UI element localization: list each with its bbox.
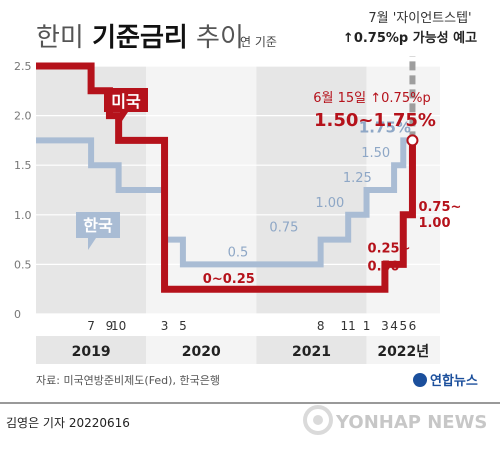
data-labels: 0.5 0.75 1.00 1.25 1.50 1.75% 0~0.25 0.25~ 0.50 0… [203,118,462,287]
legend-us-label: 미국 [111,92,141,111]
us-data-label: 1.00 [418,216,450,231]
x-tick-label: 3 [381,319,389,333]
watermark: YONHAP NEWS [303,405,487,435]
korea-data-label: 0.75 [269,221,298,236]
us-endpoint-marker [406,134,419,147]
year-strip-2020 [146,336,257,364]
source-note: 자료: 미국연방준비제도(Fed), 한국은행 [36,374,220,387]
x-tick-label: 4 [390,319,398,333]
x-tick-label: 3 [161,319,169,333]
korea-data-label: 1.50 [361,146,390,161]
forecast-note-line1: 7월 '자이언트스텝' [368,11,471,26]
x-tick-label: 10 [111,319,126,333]
y-tick-label: 1.5 [14,159,32,172]
year-strip-2019 [36,336,147,364]
x-tick-label: 6 [409,319,417,333]
us-data-label: 0.25~ [368,241,411,256]
us-data-label: 0.75~ [418,200,461,215]
year-label-2020: 2020 [182,344,221,360]
watermark-icon [303,405,333,435]
legend-korea-label: 한국 [83,216,113,235]
y-axis: 0 0.5 1.0 1.5 2.0 2.5 [14,60,440,321]
series-group [36,56,419,293]
reporter-credit: 김영은 기자 20220616 [6,416,130,430]
year-label-2022: 2022년 [377,344,429,360]
year-label-2021: 2021 [292,344,331,360]
y-tick-label: 1.0 [14,209,32,222]
x-tick-label: 9 [106,319,114,333]
chart-title: 한미 기준금리 추이 [36,23,244,53]
us-data-label: 0.50 [368,259,400,274]
x-tick-label: 1 [363,319,371,333]
us-callout-line2: 1.50~1.75% [314,110,436,131]
year-strip-2022 [366,336,440,364]
legend-us: 미국 [104,88,148,124]
agency-logo-icon [413,373,427,387]
x-tick-label: 8 [317,319,325,333]
korea-data-label: 1.75% [359,118,411,136]
unit-note: 연 기준 [240,35,277,49]
legend-korea: 한국 [76,212,120,250]
korea-data-label: 1.00 [315,196,344,211]
x-tick-label: 7 [87,319,95,333]
us-callout-line1: 6월 15일 ↑0.75%p [313,91,430,106]
us-rate-line [36,62,416,293]
us-data-label: 0~0.25 [203,272,255,287]
korea-data-label: 1.25 [343,171,372,186]
y-tick-label: 2.5 [14,60,32,73]
y-tick-label: 0.5 [14,258,32,271]
agency-logo: 연합뉴스 [413,373,478,389]
x-tick-label: 5 [399,319,407,333]
year-label-2019: 2019 [72,344,111,360]
y-tick-label: 0 [14,308,21,321]
x-tick-label: 5 [179,319,187,333]
korea-data-label: 0.5 [228,245,249,260]
korea-rate-line [36,137,413,268]
year-band-2021 [256,66,367,314]
agency-logo-text: 연합뉴스 [430,373,478,389]
y-tick-label: 2.0 [14,110,32,123]
watermark-text: YONHAP NEWS [335,412,487,433]
forecast-note-line2: ↑0.75%p 가능성 예고 [343,30,477,46]
year-strip-2021 [256,336,367,364]
x-tick-label: 11 [341,319,356,333]
